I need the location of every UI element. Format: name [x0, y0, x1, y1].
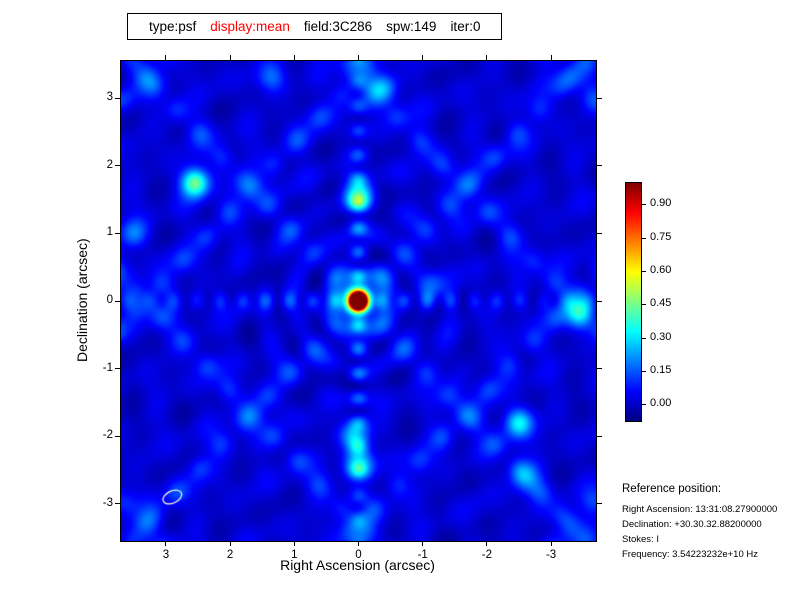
colorbar-tick-label: 0.30 [650, 330, 672, 343]
y-tick [597, 232, 602, 234]
y-tick [115, 232, 120, 234]
y-tick [597, 368, 602, 370]
y-tick [115, 300, 120, 302]
x-tick [293, 541, 295, 546]
colorbar-tick-label: 0.75 [650, 230, 672, 243]
x-tick [550, 55, 552, 60]
colorbar-gradient [625, 182, 642, 422]
y-tick [597, 300, 602, 302]
colorbar-tick [642, 204, 646, 206]
y-tick [115, 165, 120, 167]
y-tick-label: 3 [106, 91, 113, 104]
x-tick [550, 541, 552, 546]
x-tick [293, 55, 295, 60]
colorbar-tick-label: 0.00 [650, 397, 672, 410]
colorbar-tick-label: 0.45 [650, 297, 672, 310]
reference-lines: Right Ascension: 13:31:08.27900000 Declin… [622, 502, 777, 562]
x-tick [358, 55, 359, 60]
y-tick [597, 165, 602, 167]
y-tick [115, 435, 120, 437]
y-tick [115, 368, 120, 370]
colorbar-tick-label: 0.90 [650, 197, 672, 210]
title-box: type:psf display:mean field:3C286 spw:149 it… [127, 13, 503, 40]
reference-line: Frequency: 3.54223232e+10 Hz [622, 549, 759, 560]
y-tick [597, 503, 602, 505]
reference-line: Declination: +30.30.32.88200000 [622, 519, 762, 530]
x-axis-label: Right Ascension (arcsec) [280, 557, 435, 573]
x-tick [422, 541, 424, 546]
x-tick [358, 541, 359, 546]
x-tick [486, 55, 488, 60]
y-tick-label: 1 [106, 226, 113, 239]
y-tick-label: -2 [102, 429, 113, 442]
y-tick [597, 97, 602, 99]
y-tick-label: 2 [106, 158, 113, 171]
colorbar-tick-label: 0.15 [650, 364, 672, 377]
x-tick-label: 1 [291, 549, 298, 561]
y-tick-label: -1 [102, 361, 113, 374]
reference-line: Stokes: I [622, 534, 659, 545]
x-tick-label: -1 [417, 549, 428, 561]
y-tick [597, 435, 602, 437]
colorbar-tick [642, 304, 646, 306]
y-tick [115, 97, 120, 99]
x-tick [229, 541, 231, 546]
title-segment: display:mean [210, 19, 290, 34]
title-segment: iter:0 [450, 19, 481, 34]
x-tick [229, 55, 231, 60]
colorbar-tick [642, 371, 646, 373]
x-tick [486, 541, 488, 546]
title-segment: type:psf [149, 19, 197, 34]
x-tick-label: -2 [481, 549, 492, 561]
plot-area: 3 2 1 0 -1 -2 -3 -3 -2 -1 0 1 2 3 [103, 55, 602, 561]
x-tick [422, 55, 424, 60]
x-tick [165, 55, 167, 60]
colorbar-tick [642, 270, 646, 272]
x-tick [165, 541, 167, 546]
psf-heatmap-image[interactable] [121, 61, 596, 541]
colorbar-tick [642, 404, 646, 406]
reference-heading: Reference position: [622, 483, 722, 495]
colorbar: 0.90 0.75 0.60 0.45 0.30 0.15 0.00 [625, 182, 715, 422]
colorbar-tick [642, 337, 646, 339]
reference-line: Right Ascension: 13:31:08.27900000 [622, 504, 778, 515]
reference-position-block: Reference position: Right Ascension: 13:… [622, 483, 777, 562]
y-tick-label: 0 [106, 294, 113, 306]
colorbar-tick-label: 0.60 [650, 263, 672, 276]
x-tick-label: 0 [355, 549, 362, 561]
x-tick-label: 2 [226, 549, 234, 561]
y-tick [115, 503, 120, 505]
y-tick-label: -3 [102, 496, 113, 509]
colorbar-tick [642, 237, 646, 239]
x-tick-label: 3 [162, 549, 170, 561]
title-segment: spw:149 [386, 19, 437, 34]
title-segment: field:3C286 [303, 19, 373, 34]
x-tick-label: -3 [545, 549, 557, 561]
